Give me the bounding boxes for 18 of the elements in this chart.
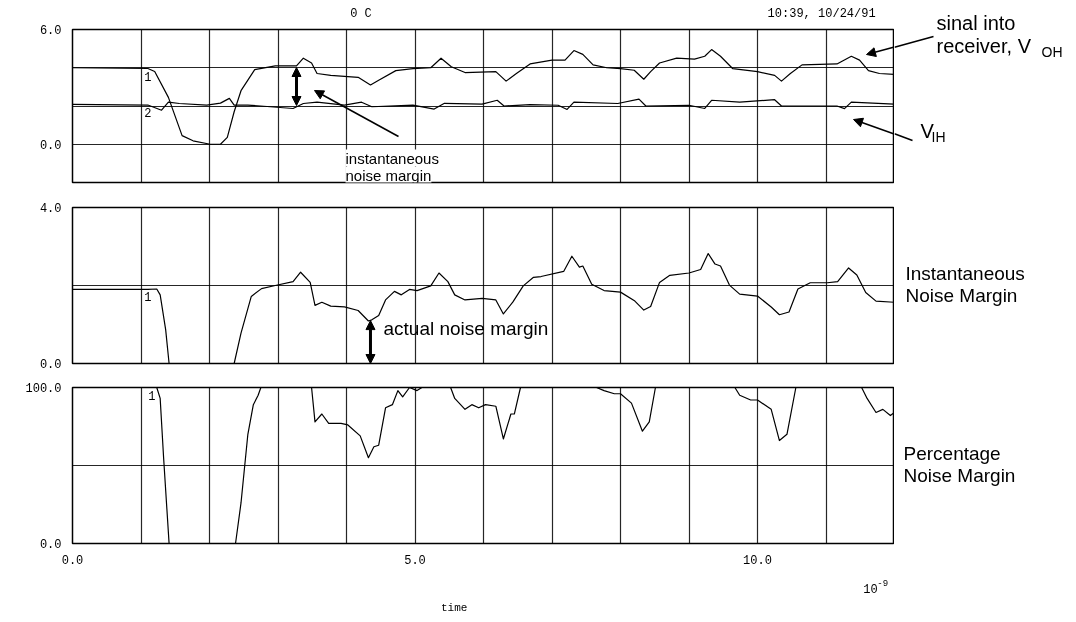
- series-label: 1: [144, 70, 152, 85]
- text: 0 C: [350, 7, 372, 22]
- y-tick-label: 100.0: [25, 382, 62, 396]
- y-axis-title: Instantaneous Noise Margin: [905, 263, 1025, 306]
- series-label: 1: [144, 291, 152, 306]
- y-tick-label: 0.0: [39, 138, 62, 153]
- y-tick-label: 4.0: [39, 202, 62, 216]
- x-tick-label: 10.0: [743, 553, 772, 568]
- y-tick-label: 0.0: [39, 538, 62, 552]
- y-tick-label: 0.0: [39, 358, 62, 372]
- text: 10:39, 10/24/91: [767, 7, 876, 22]
- y-axis-title: Percentage Noise Margin: [903, 443, 1016, 486]
- x-tick-label: 0.0: [61, 553, 84, 568]
- y-tick-label: 6.0: [39, 24, 62, 38]
- series-label: 2: [144, 107, 152, 122]
- x-tick-label: 5.0: [404, 553, 426, 568]
- series-label: 1: [148, 389, 156, 404]
- x-axis-title: time: [441, 602, 468, 615]
